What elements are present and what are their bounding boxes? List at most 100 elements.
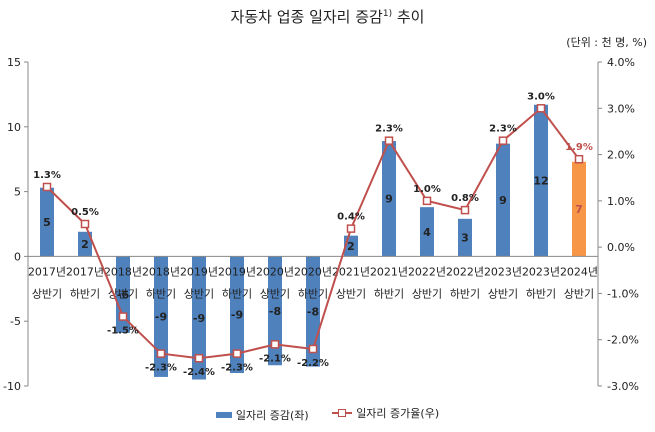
rate-value-label: -2.1% bbox=[259, 353, 291, 364]
legend-line-label: 일자리 증가율(우) bbox=[356, 407, 440, 420]
category-label-half: 상반기 bbox=[32, 287, 62, 300]
category-label-half: 상반기 bbox=[260, 287, 290, 300]
category-label-half: 하반기 bbox=[374, 286, 404, 300]
bar bbox=[458, 218, 472, 257]
rate-point bbox=[460, 205, 470, 215]
category-label-year: 2018년 bbox=[142, 265, 180, 278]
category-label-year: 2022년 bbox=[408, 265, 446, 278]
category-label-year: 2018년 bbox=[104, 265, 142, 278]
bar bbox=[268, 256, 282, 366]
bar-value-label: 7 bbox=[575, 203, 583, 216]
rate-point bbox=[232, 349, 242, 358]
bar bbox=[78, 231, 92, 257]
bar bbox=[496, 143, 510, 257]
category-label-half: 상반기 bbox=[336, 287, 366, 300]
chart-title-main: 자동차 업종 일자리 증감 bbox=[230, 8, 383, 26]
rate-value-label: -2.4% bbox=[183, 367, 215, 378]
rate-point bbox=[118, 312, 128, 321]
unit-label: (단위 : 천 명, %) bbox=[566, 36, 647, 49]
bar-value-label: 12 bbox=[533, 175, 548, 188]
bar-value-label: 9 bbox=[385, 193, 393, 206]
rate-point bbox=[156, 349, 166, 358]
category-label-year: 2023년 bbox=[522, 265, 560, 278]
legend-bar-swatch bbox=[215, 412, 232, 418]
bar-value-label: 2 bbox=[347, 240, 355, 253]
rate-value-label: 2.3% bbox=[375, 124, 403, 135]
bar-value-label: -9 bbox=[155, 311, 167, 324]
category-label-year: 2023년 bbox=[484, 265, 522, 278]
bar bbox=[420, 207, 434, 257]
rate-point bbox=[42, 182, 52, 192]
category-label-half: 상반기 bbox=[564, 287, 594, 300]
right-axis-tick-label: 4.0% bbox=[607, 56, 635, 69]
rate-value-label: -2.3% bbox=[221, 363, 253, 374]
left-axis-tick-label: -10 bbox=[3, 380, 21, 393]
right-axis-tick-label: 2.0% bbox=[607, 149, 635, 162]
bar bbox=[192, 256, 206, 380]
category-label-half: 상반기 bbox=[488, 287, 518, 300]
category-label-year: 2021년 bbox=[332, 265, 370, 278]
rate-value-label: -2.3% bbox=[145, 363, 177, 374]
left-axis-tick-label: 10 bbox=[7, 121, 21, 134]
category-label-year: 2020년 bbox=[294, 265, 332, 278]
rate-value-label: -1.5% bbox=[107, 326, 139, 337]
category-label-half: 하반기 bbox=[526, 286, 556, 300]
rate-value-label: 1.3% bbox=[33, 170, 61, 181]
legend-line-swatch bbox=[332, 408, 353, 418]
category-label-year: 2020년 bbox=[256, 265, 294, 278]
rate-point bbox=[270, 340, 280, 349]
left-axis-tick-label: 5 bbox=[14, 186, 21, 199]
rate-point bbox=[574, 154, 584, 164]
bar-value-label: 4 bbox=[423, 226, 431, 239]
category-label-year: 2022년 bbox=[446, 265, 484, 278]
category-label-half: 상반기 bbox=[412, 287, 442, 300]
rate-point bbox=[308, 344, 318, 354]
chart-title: 자동차 업종 일자리 증감1) 추이 bbox=[0, 6, 655, 27]
bar-value-label: -9 bbox=[231, 309, 243, 322]
category-label-year: 2017년 bbox=[66, 265, 104, 278]
bar-value-label: 9 bbox=[499, 194, 507, 207]
bar-value-label: -8 bbox=[307, 305, 319, 318]
category-label-year: 2019년 bbox=[180, 265, 218, 278]
rate-point bbox=[498, 136, 508, 145]
legend-bar-label: 일자리 증감(좌) bbox=[235, 409, 309, 422]
bar-value-label: -9 bbox=[193, 312, 205, 325]
rate-value-label: 1.9% bbox=[565, 142, 593, 153]
category-label-half: 하반기 bbox=[450, 286, 480, 300]
category-label-half: 하반기 bbox=[298, 286, 328, 300]
bar bbox=[40, 187, 54, 257]
category-label-half: 상반기 bbox=[184, 287, 214, 300]
bar-value-label: 2 bbox=[81, 238, 89, 251]
rate-point bbox=[384, 136, 394, 145]
bar-value-label: 5 bbox=[43, 216, 51, 229]
right-axis-tick-label: -1.0% bbox=[607, 287, 639, 300]
bar bbox=[534, 104, 548, 257]
rate-point bbox=[80, 219, 90, 229]
rate-point bbox=[346, 224, 356, 233]
legend: 일자리 증감(좌) 일자리 증가율(우) bbox=[0, 405, 655, 423]
rate-value-label: 3.0% bbox=[527, 91, 555, 102]
bar-value-label: 3 bbox=[461, 232, 469, 245]
category-label-year: 2019년 bbox=[218, 265, 256, 278]
category-label-half: 하반기 bbox=[222, 286, 252, 300]
rate-point bbox=[536, 104, 546, 113]
category-label-year: 2017년 bbox=[28, 265, 66, 278]
left-axis-tick-label: 15 bbox=[7, 56, 21, 69]
left-axis-tick-label: 0 bbox=[14, 250, 21, 263]
chart-title-footnote: 1) bbox=[382, 9, 393, 19]
right-axis-tick-label: -3.0% bbox=[607, 380, 639, 393]
category-label-year: 2021년 bbox=[370, 265, 408, 278]
bar bbox=[382, 141, 396, 257]
bar bbox=[154, 256, 168, 377]
bar bbox=[230, 256, 244, 374]
bar-value-label: -6 bbox=[117, 289, 130, 302]
rate-value-label: 2.3% bbox=[489, 124, 517, 135]
rate-point bbox=[194, 353, 204, 363]
rate-value-label: 0.5% bbox=[71, 207, 99, 218]
rate-value-label: 0.4% bbox=[337, 212, 365, 223]
category-label-half: 하반기 bbox=[146, 286, 176, 300]
category-label-half: 하반기 bbox=[70, 286, 100, 300]
right-axis-tick-label: 3.0% bbox=[607, 102, 635, 115]
rate-point bbox=[422, 196, 432, 206]
